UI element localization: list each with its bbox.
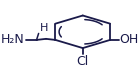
Text: OH: OH <box>120 33 139 46</box>
Text: H₂N: H₂N <box>1 33 25 46</box>
Text: Cl: Cl <box>77 55 89 68</box>
Text: H: H <box>40 23 48 33</box>
